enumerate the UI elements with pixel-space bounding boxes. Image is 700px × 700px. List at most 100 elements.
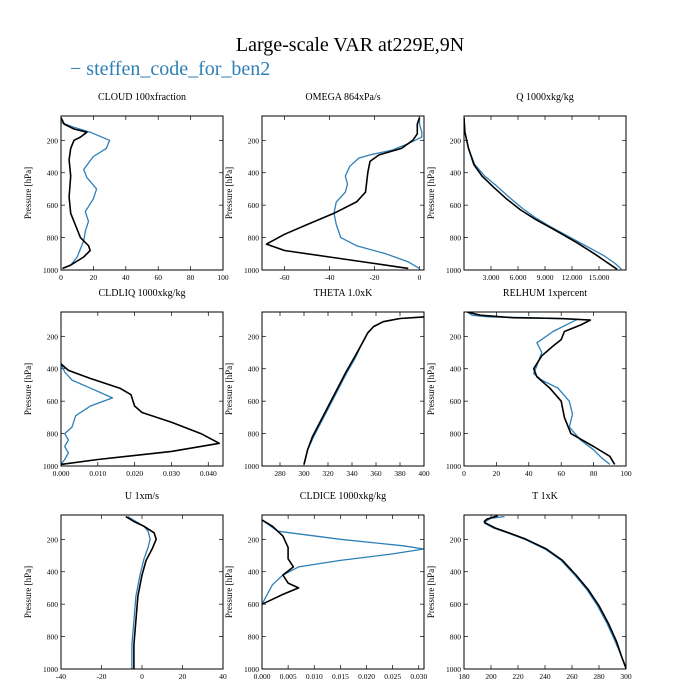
series-line-steffen_code_for_ben2	[333, 117, 423, 269]
panel-ylabel: Pressure [hPa]	[224, 566, 234, 618]
panel-title: CLDICE 1000xkg/kg	[300, 491, 386, 502]
x-tick-label: 180	[458, 672, 470, 681]
y-tick-label: 400	[248, 365, 260, 374]
x-tick-label: 20	[179, 672, 187, 681]
panel-ylabel: Pressure [hPa]	[426, 566, 436, 618]
series-line-steffen_code_for_ben2	[262, 519, 424, 605]
y-tick-label: 600	[248, 397, 260, 406]
x-tick-label: 0.030	[410, 672, 427, 681]
y-tick-label: 400	[248, 568, 260, 577]
y-tick-label: 600	[248, 600, 260, 609]
y-tick-label: 1000	[446, 266, 461, 275]
panel-title: THETA 1.0xK	[314, 288, 373, 299]
x-tick-label: 200	[485, 672, 497, 681]
x-tick-label: 100	[620, 469, 632, 478]
series-line-reference	[483, 515, 626, 669]
x-tick-label: 0.020	[358, 672, 375, 681]
y-tick-label: 200	[248, 136, 260, 145]
panel-2: OMEGA 864xPa/s Pressure [hPa] 200 400 600 800…	[224, 92, 425, 282]
y-tick-label: 200	[248, 535, 260, 544]
y-tick-label: 600	[450, 600, 462, 609]
series-line-steffen_code_for_ben2	[466, 312, 611, 465]
x-tick-label: 0	[59, 273, 63, 282]
x-tick-label: 40	[525, 469, 533, 478]
series-line-reference	[467, 312, 616, 465]
panel-title: U 1xm/s	[125, 491, 159, 502]
x-tick-label: 340	[346, 469, 358, 478]
y-tick-label: 1000	[446, 462, 461, 471]
x-tick-label: 0.005	[280, 672, 297, 681]
y-tick-label: 1000	[244, 665, 259, 674]
x-tick-label: 0.010	[89, 469, 106, 478]
y-tick-label: 400	[47, 568, 59, 577]
y-tick-label: 800	[450, 633, 462, 642]
x-tick-label: -20	[370, 273, 380, 282]
panel-title: T 1xK	[532, 491, 558, 502]
panel-ylabel: Pressure [hPa]	[426, 167, 436, 219]
y-tick-label: 1000	[43, 665, 58, 674]
x-tick-label: 0	[140, 672, 144, 681]
y-tick-label: 200	[47, 535, 59, 544]
y-tick-label: 400	[450, 365, 462, 374]
y-tick-label: 200	[450, 136, 462, 145]
series-line-reference	[265, 117, 421, 270]
x-tick-label: 260	[566, 672, 578, 681]
panel-5: THETA 1.0xK Pressure [hPa] 200 400 600 800 100…	[224, 288, 430, 478]
panel-ylabel: Pressure [hPa]	[23, 363, 33, 415]
panel-ylabel: Pressure [hPa]	[224, 167, 234, 219]
x-tick-label: 400	[418, 469, 430, 478]
series-line-steffen_code_for_ben2	[483, 515, 626, 669]
x-tick-label: 240	[539, 672, 551, 681]
panel-title: Q 1000xkg/kg	[516, 92, 574, 103]
y-tick-label: 800	[248, 430, 260, 439]
x-tick-label: 0.015	[332, 672, 349, 681]
x-tick-label: 40	[122, 273, 130, 282]
y-tick-label: 1000	[446, 665, 461, 674]
x-tick-label: 9.000	[537, 273, 554, 282]
series-line-reference	[464, 117, 618, 270]
panel-frame	[60, 514, 224, 670]
y-tick-label: 800	[47, 430, 59, 439]
y-tick-label: 600	[450, 397, 462, 406]
panel-title: CLDLIQ 1000xkg/kg	[99, 288, 186, 299]
y-tick-label: 400	[47, 365, 59, 374]
panel-title: OMEGA 864xPa/s	[305, 92, 380, 103]
x-tick-label: 6.000	[510, 273, 527, 282]
y-tick-label: 200	[248, 332, 260, 341]
y-tick-label: 200	[450, 332, 462, 341]
panel-frame	[261, 311, 425, 467]
x-tick-label: 40	[219, 672, 227, 681]
x-tick-label: 60	[154, 273, 162, 282]
y-tick-label: 400	[47, 169, 59, 178]
x-tick-label: 15.000	[589, 273, 610, 282]
panel-frame	[261, 115, 425, 271]
y-tick-label: 800	[47, 234, 59, 243]
panel-frame	[463, 311, 627, 467]
panel-frame	[463, 115, 627, 271]
x-tick-label: 0.040	[200, 469, 217, 478]
x-tick-label: 280	[593, 672, 605, 681]
x-tick-label: 0.020	[126, 469, 143, 478]
panel-ylabel: Pressure [hPa]	[224, 363, 234, 415]
series-line-steffen_code_for_ben2	[61, 363, 114, 465]
y-tick-label: 200	[47, 136, 59, 145]
y-tick-label: 1000	[43, 462, 58, 471]
y-tick-label: 600	[47, 600, 59, 609]
panel-3: Q 1000xkg/kg Pressure [hPa] 200 400 600 800 10…	[426, 92, 627, 282]
y-tick-label: 200	[450, 535, 462, 544]
panel-frame	[463, 514, 627, 670]
x-tick-label: 360	[370, 469, 382, 478]
x-tick-label: 0.025	[384, 672, 401, 681]
legend: − steffen_code_for_ben2	[70, 58, 270, 81]
panel-title: RELHUM 1xpercent	[503, 288, 587, 299]
panel-ylabel: Pressure [hPa]	[23, 566, 33, 618]
x-tick-label: 0.000	[254, 672, 271, 681]
x-tick-label: 380	[394, 469, 406, 478]
y-tick-label: 1000	[244, 266, 259, 275]
panel-frame	[60, 115, 224, 271]
y-tick-label: 1000	[43, 266, 58, 275]
y-tick-label: 800	[248, 633, 260, 642]
x-tick-label: 300	[298, 469, 310, 478]
